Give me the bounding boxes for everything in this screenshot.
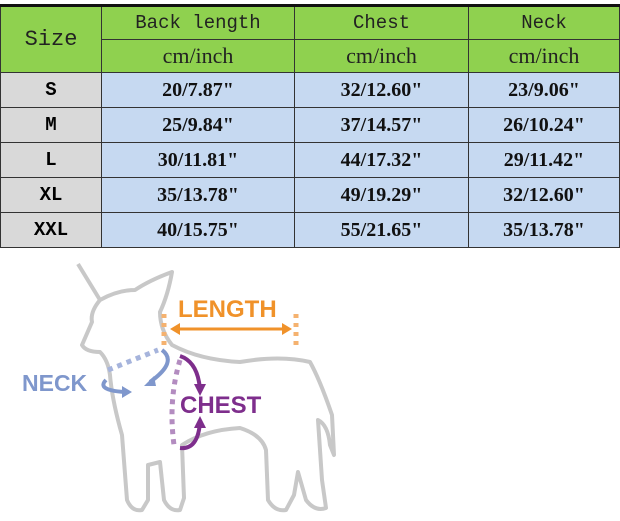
chest-arrow-icon (169, 354, 206, 451)
chest-header: Chest (294, 4, 469, 40)
neck-label: NECK (22, 370, 88, 396)
size-cell: M (0, 107, 102, 143)
chest-cell: 44/17.32" (294, 142, 469, 178)
back-length-cell: 25/9.84" (101, 107, 295, 143)
size-cell: S (0, 72, 102, 108)
chest-cell: 37/14.57" (294, 107, 469, 143)
back-length-cell: 40/15.75" (101, 212, 295, 248)
back-length-header: Back length (101, 4, 295, 40)
neck-header: Neck (468, 4, 620, 40)
neck-cell: 23/9.06" (468, 72, 620, 108)
back-length-cell: 35/13.78" (101, 177, 295, 213)
chest-cell: 32/12.60" (294, 72, 469, 108)
chest-cell: 55/21.65" (294, 212, 469, 248)
neck-unit: cm/inch (468, 39, 620, 73)
neck-cell: 26/10.24" (468, 107, 620, 143)
table-row: S 20/7.87" 32/12.60" 23/9.06" (0, 72, 620, 108)
back-length-cell: 20/7.87" (101, 72, 295, 108)
back-length-cell: 30/11.81" (101, 142, 295, 178)
chest-cell: 49/19.29" (294, 177, 469, 213)
neck-cell: 35/13.78" (468, 212, 620, 248)
dog-outline-icon (76, 262, 336, 513)
size-cell: XL (0, 177, 102, 213)
table-row: XXL 40/15.75" 55/21.65" 35/13.78" (0, 212, 620, 248)
neck-arrow-icon (101, 347, 170, 398)
neck-cell: 29/11.42" (468, 142, 620, 178)
dog-measurement-diagram (76, 262, 336, 513)
length-arrow-icon (161, 314, 299, 346)
size-chart-table: Size Back length Chest Neck cm/inch cm/i… (0, 4, 620, 248)
table-row: XL 35/13.78" 49/19.29" 32/12.60" (0, 177, 620, 213)
size-cell: L (0, 142, 102, 178)
table-row: M 25/9.84" 37/14.57" 26/10.24" (0, 107, 620, 143)
chest-label: CHEST (180, 392, 262, 419)
neck-cell: 32/12.60" (468, 177, 620, 213)
length-label: LENGTH (178, 296, 277, 323)
size-header: Size (0, 4, 102, 73)
chest-unit: cm/inch (294, 39, 469, 73)
table-row: L 30/11.81" 44/17.32" 29/11.42" (0, 142, 620, 178)
size-cell: XXL (0, 212, 102, 248)
back-length-unit: cm/inch (101, 39, 295, 73)
